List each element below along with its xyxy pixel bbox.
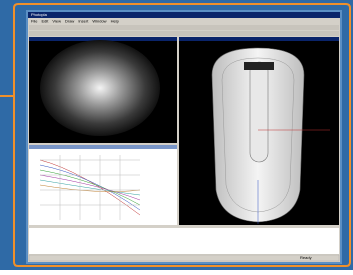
status-text: Ready xyxy=(300,255,312,260)
toolbar xyxy=(29,31,339,36)
page: Photopia FileEditView Draw InsertWindow Hel… xyxy=(0,0,353,270)
luminance-image xyxy=(40,40,160,136)
menu-item[interactable]: Draw xyxy=(65,19,74,24)
status-bar xyxy=(29,255,339,261)
lamp xyxy=(250,62,268,162)
panel-header xyxy=(179,37,339,41)
menu-item[interactable]: Edit xyxy=(41,19,49,24)
menu-item[interactable]: Window xyxy=(92,19,106,24)
window-title: Photopia xyxy=(31,12,48,17)
menu-item[interactable]: Help xyxy=(111,19,120,24)
menu-item[interactable]: File xyxy=(31,19,38,24)
title-bar xyxy=(28,12,340,18)
panel-header xyxy=(29,145,177,149)
command-area xyxy=(29,228,339,254)
menu-item[interactable]: View xyxy=(52,19,61,24)
screenshot: Photopia FileEditView Draw InsertWindow Hel… xyxy=(0,0,353,270)
toolbar xyxy=(29,25,339,30)
socket xyxy=(244,62,274,70)
menu-item[interactable]: Insert xyxy=(78,19,89,24)
